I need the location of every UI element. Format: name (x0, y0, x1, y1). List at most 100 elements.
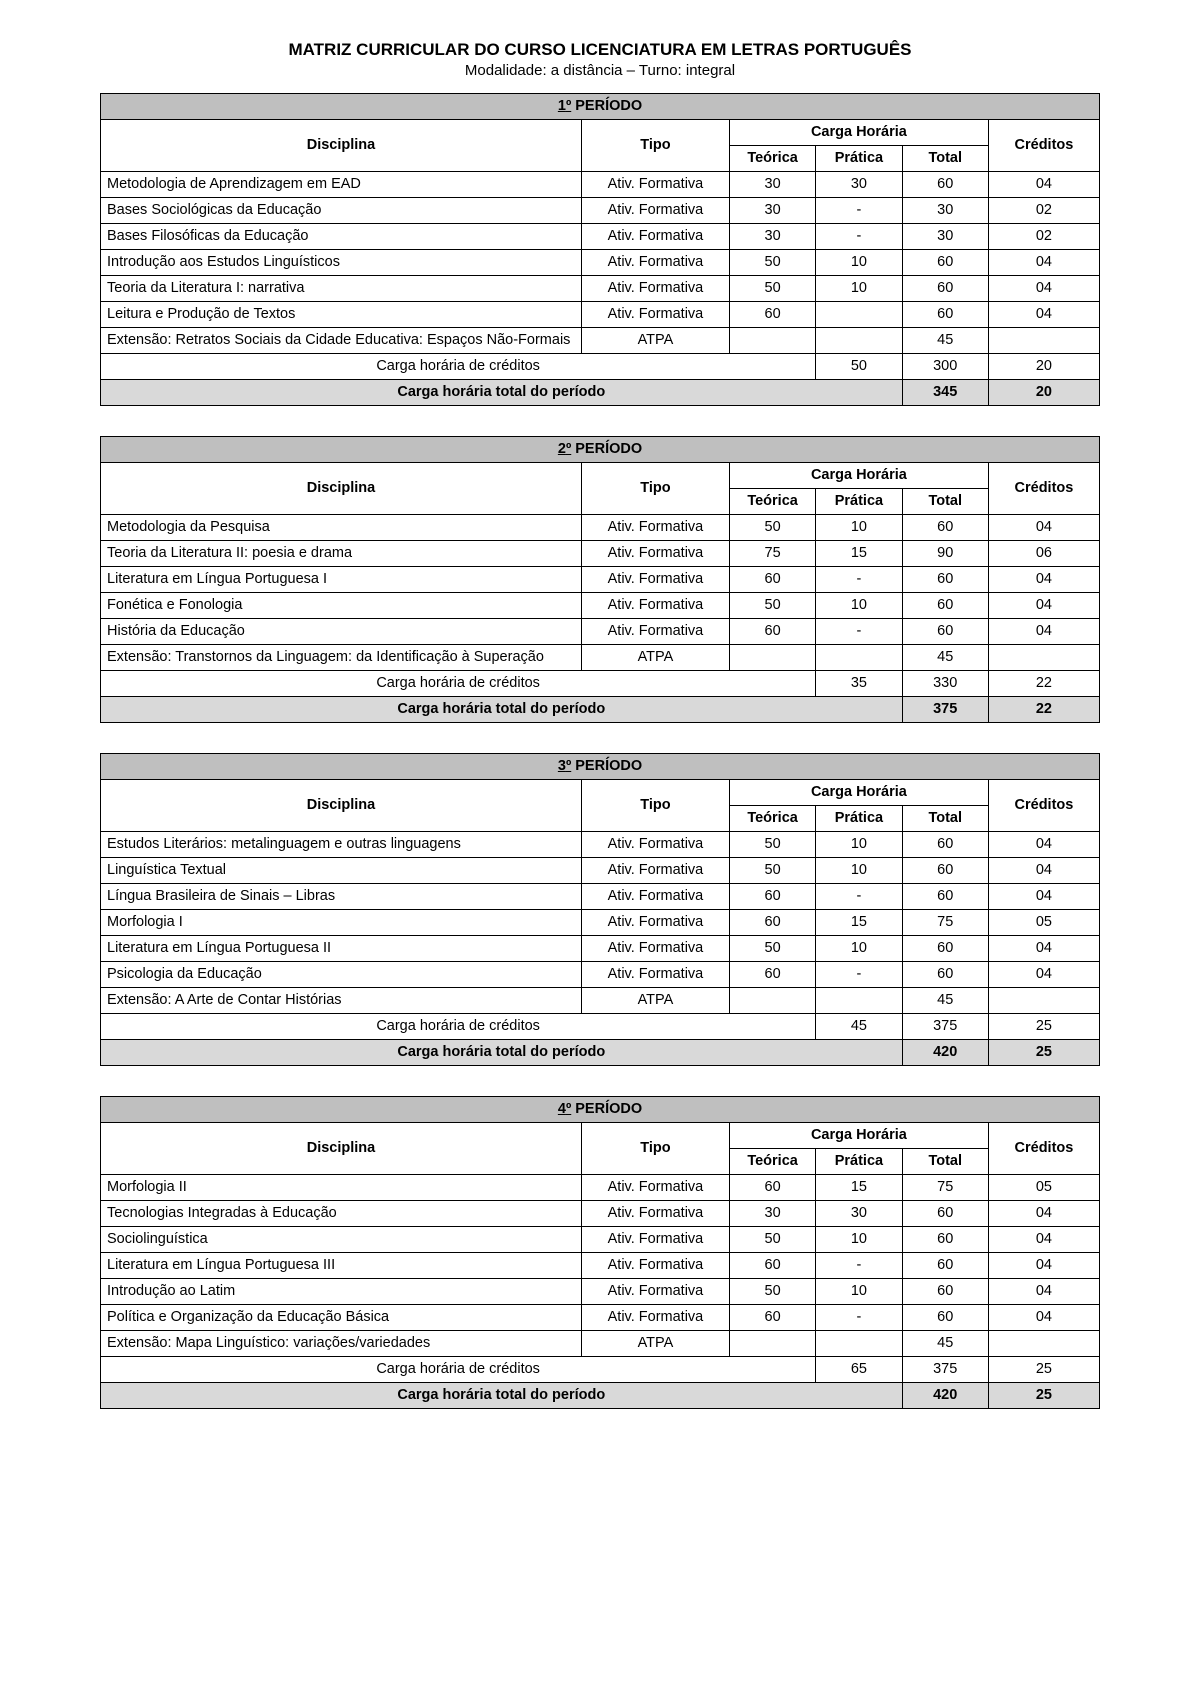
cell-tipo: Ativ. Formativa (581, 302, 729, 328)
cell-disciplina: Introdução ao Latim (101, 1279, 582, 1305)
cell-creditos: 04 (988, 250, 1099, 276)
cell-disciplina: Introdução aos Estudos Linguísticos (101, 250, 582, 276)
cell-tipo: Ativ. Formativa (581, 198, 729, 224)
label-carga-total: Carga horária total do período (101, 380, 903, 406)
period-title: 1º PERÍODO (101, 94, 1100, 120)
table-row: Língua Brasileira de Sinais – LibrasAtiv… (101, 884, 1100, 910)
cell-creditos: 04 (988, 593, 1099, 619)
cell-period-creditos: 20 (988, 380, 1099, 406)
page-subtitle: Modalidade: a distância – Turno: integra… (100, 62, 1100, 79)
cell-teorica: 60 (729, 567, 815, 593)
cell-teorica (729, 645, 815, 671)
cell-total: 60 (902, 1227, 988, 1253)
cell-total: 90 (902, 541, 988, 567)
col-creditos: Créditos (988, 780, 1099, 832)
cell-creditos: 02 (988, 224, 1099, 250)
cell-total: 30 (902, 224, 988, 250)
cell-pratica (816, 1331, 902, 1357)
col-carga-horaria: Carga Horária (729, 120, 988, 146)
cell-disciplina: Metodologia da Pesquisa (101, 515, 582, 541)
period-table-1: 1º PERÍODODisciplinaTipoCarga HoráriaCré… (100, 93, 1100, 406)
cell-tipo: Ativ. Formativa (581, 541, 729, 567)
col-creditos: Créditos (988, 463, 1099, 515)
cell-creditos: 04 (988, 858, 1099, 884)
cell-creditos: 06 (988, 541, 1099, 567)
col-disciplina: Disciplina (101, 1123, 582, 1175)
cell-tipo: Ativ. Formativa (581, 276, 729, 302)
cell-pratica-sum: 50 (816, 354, 902, 380)
table-row: SociolinguísticaAtiv. Formativa50106004 (101, 1227, 1100, 1253)
cell-tipo: Ativ. Formativa (581, 1201, 729, 1227)
cell-period-total: 375 (902, 697, 988, 723)
cell-pratica: 10 (816, 276, 902, 302)
row-carga-total: Carga horária total do período37522 (101, 697, 1100, 723)
cell-pratica: 10 (816, 858, 902, 884)
cell-creditos: 04 (988, 962, 1099, 988)
label-carga-creditos: Carga horária de créditos (101, 1014, 816, 1040)
cell-pratica: - (816, 619, 902, 645)
cell-total-sum: 300 (902, 354, 988, 380)
cell-disciplina: Estudos Literários: metalinguagem e outr… (101, 832, 582, 858)
col-tipo: Tipo (581, 780, 729, 832)
row-carga-creditos: Carga horária de créditos3533022 (101, 671, 1100, 697)
table-row: Morfologia IIAtiv. Formativa60157505 (101, 1175, 1100, 1201)
cell-pratica: 10 (816, 515, 902, 541)
cell-tipo: ATPA (581, 645, 729, 671)
cell-period-creditos: 22 (988, 697, 1099, 723)
cell-creditos: 04 (988, 1279, 1099, 1305)
cell-total: 60 (902, 515, 988, 541)
cell-tipo: ATPA (581, 328, 729, 354)
cell-total: 60 (902, 1279, 988, 1305)
cell-total: 60 (902, 858, 988, 884)
cell-tipo: Ativ. Formativa (581, 593, 729, 619)
cell-period-creditos: 25 (988, 1040, 1099, 1066)
cell-teorica: 50 (729, 515, 815, 541)
row-carga-creditos: Carga horária de créditos4537525 (101, 1014, 1100, 1040)
label-carga-total: Carga horária total do período (101, 1040, 903, 1066)
cell-tipo: Ativ. Formativa (581, 567, 729, 593)
cell-creditos: 02 (988, 198, 1099, 224)
cell-teorica: 30 (729, 1201, 815, 1227)
cell-tipo: Ativ. Formativa (581, 858, 729, 884)
cell-total: 60 (902, 1201, 988, 1227)
col-pratica: Prática (816, 806, 902, 832)
table-row: História da EducaçãoAtiv. Formativa60-60… (101, 619, 1100, 645)
period-title: 2º PERÍODO (101, 437, 1100, 463)
page-title: MATRIZ CURRICULAR DO CURSO LICENCIATURA … (100, 40, 1100, 60)
cell-creditos-sum: 20 (988, 354, 1099, 380)
cell-pratica: - (816, 884, 902, 910)
period-title: 3º PERÍODO (101, 754, 1100, 780)
cell-creditos (988, 645, 1099, 671)
cell-total: 60 (902, 250, 988, 276)
table-row: Introdução aos Estudos LinguísticosAtiv.… (101, 250, 1100, 276)
period-table-2: 2º PERÍODODisciplinaTipoCarga HoráriaCré… (100, 436, 1100, 723)
col-total: Total (902, 1149, 988, 1175)
table-row: Estudos Literários: metalinguagem e outr… (101, 832, 1100, 858)
period-title: 4º PERÍODO (101, 1097, 1100, 1123)
cell-pratica: - (816, 1253, 902, 1279)
cell-teorica: 60 (729, 619, 815, 645)
table-row: Bases Sociológicas da EducaçãoAtiv. Form… (101, 198, 1100, 224)
table-row: Tecnologias Integradas à EducaçãoAtiv. F… (101, 1201, 1100, 1227)
cell-disciplina: Psicologia da Educação (101, 962, 582, 988)
cell-creditos: 05 (988, 910, 1099, 936)
col-total: Total (902, 806, 988, 832)
cell-disciplina: Morfologia II (101, 1175, 582, 1201)
table-row: Literatura em Língua Portuguesa IIAtiv. … (101, 936, 1100, 962)
row-carga-creditos: Carga horária de créditos5030020 (101, 354, 1100, 380)
col-teorica: Teórica (729, 1149, 815, 1175)
cell-total-sum: 375 (902, 1014, 988, 1040)
table-row: Política e Organização da Educação Básic… (101, 1305, 1100, 1331)
label-carga-creditos: Carga horária de créditos (101, 671, 816, 697)
cell-total: 45 (902, 1331, 988, 1357)
cell-disciplina: Metodologia de Aprendizagem em EAD (101, 172, 582, 198)
cell-tipo: Ativ. Formativa (581, 619, 729, 645)
cell-total: 75 (902, 1175, 988, 1201)
table-row: Extensão: Transtornos da Linguagem: da I… (101, 645, 1100, 671)
cell-tipo: Ativ. Formativa (581, 832, 729, 858)
cell-disciplina: Tecnologias Integradas à Educação (101, 1201, 582, 1227)
row-carga-total: Carga horária total do período42025 (101, 1383, 1100, 1409)
cell-disciplina: Literatura em Língua Portuguesa I (101, 567, 582, 593)
table-row: Extensão: Retratos Sociais da Cidade Edu… (101, 328, 1100, 354)
cell-total: 60 (902, 172, 988, 198)
